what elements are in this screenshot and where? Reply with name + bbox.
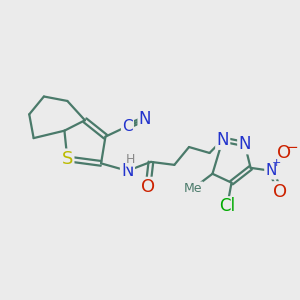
Text: −: −: [285, 140, 298, 155]
Text: Cl: Cl: [219, 197, 235, 215]
Text: O: O: [273, 183, 287, 201]
Text: +: +: [272, 158, 281, 168]
Text: N: N: [266, 163, 277, 178]
Text: Me: Me: [184, 182, 203, 195]
Text: C: C: [122, 119, 133, 134]
Text: N: N: [217, 130, 229, 148]
Text: N: N: [121, 162, 134, 180]
Text: S: S: [62, 150, 73, 168]
Text: O: O: [277, 144, 291, 162]
Text: O: O: [141, 178, 155, 196]
Text: H: H: [126, 153, 135, 166]
Text: N: N: [238, 135, 251, 153]
Text: N: N: [139, 110, 151, 128]
